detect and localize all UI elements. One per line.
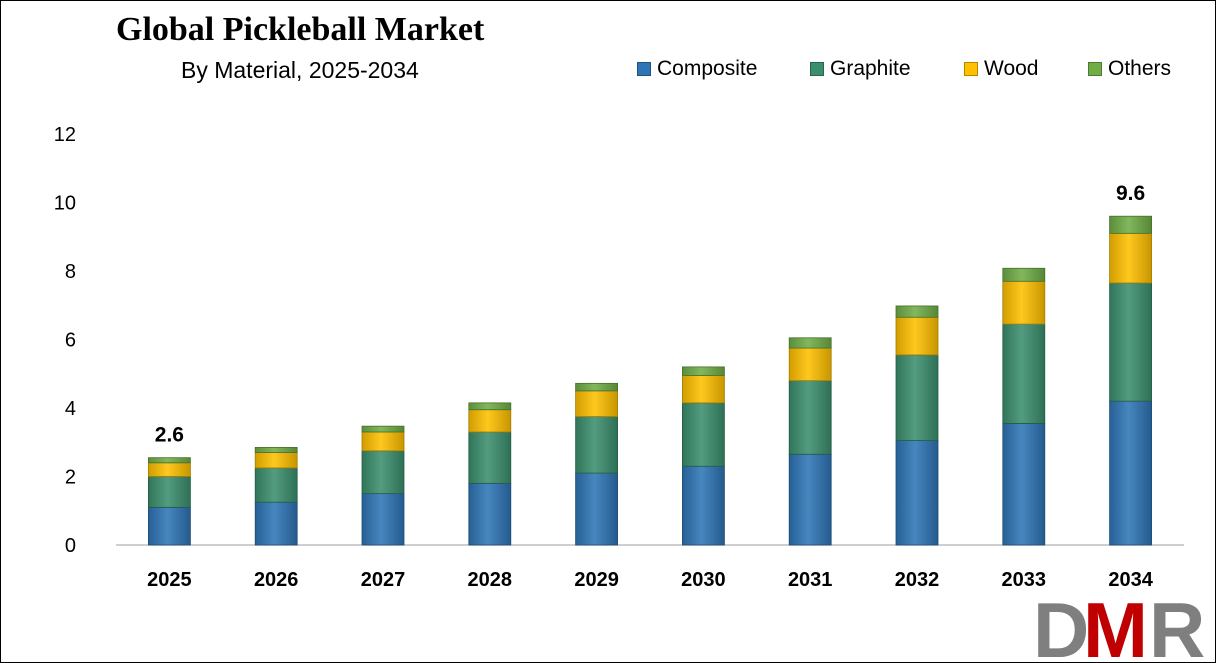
logo-letter-d: D (1033, 599, 1089, 659)
legend-label-wood: Wood (984, 57, 1039, 80)
bar-wood-2032 (895, 316, 939, 356)
bar-others-2030 (682, 366, 725, 376)
x-tick-label: 2030 (681, 569, 726, 591)
data-label-2034: 9.6 (1116, 182, 1145, 205)
bar-wood-2029 (575, 390, 618, 417)
bar-graphite-2031 (788, 380, 832, 455)
y-tick-label: 8 (65, 261, 76, 283)
legend-swatch-composite (637, 62, 651, 76)
legend-item-composite: Composite (637, 57, 757, 81)
bar-composite-2028 (468, 482, 512, 546)
bar-others-2029 (575, 382, 618, 392)
bar-graphite-2033 (1002, 323, 1046, 424)
bar-others-2032 (895, 305, 939, 318)
bar-graphite-2034 (1109, 282, 1152, 402)
x-tick-label: 2033 (1002, 569, 1047, 591)
bar-others-2026 (254, 446, 298, 453)
bar-wood-2034 (1109, 232, 1152, 284)
legend-swatch-wood (964, 62, 978, 76)
bar-composite-2033 (1002, 423, 1046, 546)
legend-label-others: Others (1108, 57, 1172, 80)
x-tick-label: 2032 (895, 569, 940, 591)
y-tick-label: 12 (54, 124, 76, 146)
chart-title: Global Pickleball Market (116, 11, 485, 48)
bar-wood-2030 (682, 375, 725, 404)
x-tick-label: 2025 (147, 569, 192, 591)
bar-graphite-2028 (468, 431, 512, 484)
y-tick-label: 4 (65, 398, 76, 420)
bar-others-2027 (361, 425, 405, 433)
bar-graphite-2029 (575, 416, 618, 474)
bar-composite-2034 (1109, 400, 1152, 546)
legend-label-graphite: Graphite (830, 57, 911, 80)
bar-wood-2028 (468, 409, 512, 433)
logo-letter-r: R (1149, 599, 1205, 659)
bar-graphite-2027 (361, 450, 405, 495)
x-tick-label: 2028 (468, 569, 513, 591)
data-label-2025: 2.6 (155, 424, 184, 447)
bar-graphite-2032 (895, 354, 939, 441)
bar-wood-2033 (1002, 280, 1046, 325)
y-tick-label: 0 (65, 535, 76, 557)
y-tick-label: 2 (65, 467, 76, 489)
chart-subtitle: By Material, 2025-2034 (181, 57, 419, 83)
bar-others-2025 (147, 457, 191, 464)
bar-wood-2027 (361, 431, 405, 452)
dmr-logo: D M R (1033, 599, 1205, 659)
legend-swatch-graphite (810, 62, 824, 76)
bar-others-2028 (468, 402, 512, 411)
bar-composite-2030 (682, 465, 725, 546)
bar-graphite-2026 (254, 467, 298, 503)
legend-item-others: Others (1088, 57, 1171, 81)
bar-wood-2025 (147, 462, 191, 477)
x-tick-label: 2034 (1108, 569, 1153, 591)
x-tick-label: 2031 (788, 569, 833, 591)
x-tick-label: 2027 (361, 569, 406, 591)
bar-graphite-2030 (682, 402, 725, 467)
y-tick-label: 6 (65, 330, 76, 352)
bar-composite-2025 (147, 506, 191, 546)
bar-composite-2027 (361, 493, 405, 546)
bar-others-2031 (788, 337, 832, 349)
legend-label-composite: Composite (657, 57, 758, 80)
logo-letter-m: M (1083, 599, 1148, 659)
bar-composite-2026 (254, 501, 298, 546)
legend-swatch-others (1088, 62, 1102, 76)
x-tick-label: 2029 (574, 569, 619, 591)
bar-wood-2026 (254, 452, 298, 469)
bar-others-2034 (1109, 215, 1152, 234)
x-tick-label: 2026 (254, 569, 299, 591)
bar-composite-2029 (575, 472, 618, 546)
bar-composite-2032 (895, 440, 939, 546)
legend-item-wood: Wood (964, 57, 1038, 81)
y-tick-label: 10 (54, 193, 76, 215)
bar-others-2033 (1002, 267, 1046, 282)
bar-wood-2031 (788, 347, 832, 381)
bar-graphite-2025 (147, 476, 191, 508)
bar-composite-2031 (788, 453, 832, 546)
legend-item-graphite: Graphite (810, 57, 911, 81)
